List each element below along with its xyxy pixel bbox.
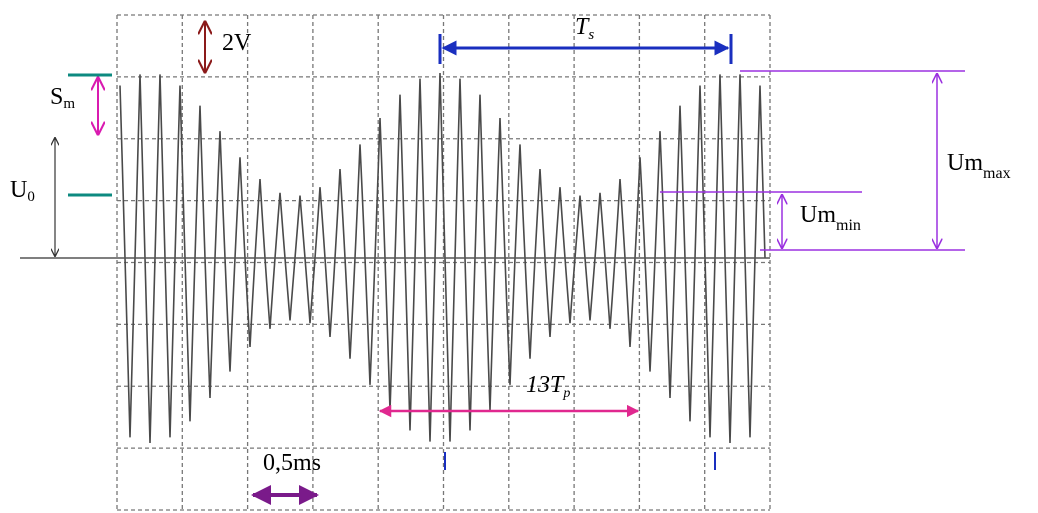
label-sub: m [63,96,75,112]
label-sub: p [562,386,570,401]
label-sub: 0 [27,189,35,205]
time-scale-label: 0,5ms [263,450,321,476]
label-subsub: max [983,165,1011,182]
label-sub: s [588,27,594,43]
min-amplitude-label: Ummin [800,202,861,234]
label-subsub: min [836,217,861,234]
oscillogram: 2V Ts Sm U0 Ummax Ummin 13Tp 0,5ms [0,0,1038,513]
modulation-depth-label: Sm [50,84,75,112]
label-base: U [10,177,27,203]
label-base: 13T [526,372,565,398]
max-amplitude-label: Ummax [947,150,1011,182]
signal-period-label: Ts [575,14,594,43]
amplitude-scale-label: 2V [222,30,252,56]
label-base: U [800,202,817,228]
label-sub: m [964,150,983,176]
label-sub: m [817,202,836,228]
label-base: S [50,84,63,110]
label-base: U [947,150,964,176]
carrier-periods-label: 13Tp [526,372,570,401]
offset-label: U0 [10,177,35,205]
